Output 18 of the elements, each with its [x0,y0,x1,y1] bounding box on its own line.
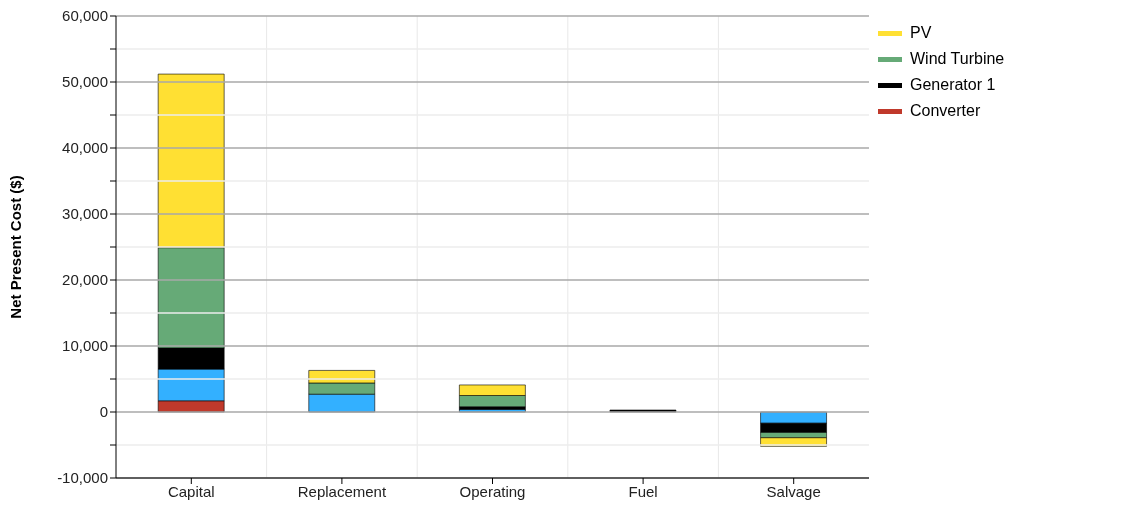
x-tick-label: Capital [167,482,215,500]
x-tick-label: Fuel [628,482,658,500]
x-tick-label: Operating [459,482,526,500]
y-tick-label: 40,000 [62,139,108,157]
x-tick-label: Salvage [766,482,821,500]
y-tick-label: 60,000 [62,7,108,25]
legend-label: Converter [910,102,981,120]
y-tick-label: -10,000 [57,469,108,487]
y-axis-title: Net Present Cost ($) [7,175,25,319]
y-tick-label: 30,000 [62,205,108,223]
x-tick-label: Replacement [297,482,387,500]
y-tick-label: 10,000 [62,337,108,355]
y-tick-label: 20,000 [62,271,108,289]
legend-label: Generator 1 [910,76,996,94]
legend-label: PV [910,24,932,42]
legend-label: Wind Turbine [910,50,1005,68]
y-tick-label: 50,000 [62,73,108,91]
y-tick-label: 0 [99,403,108,421]
